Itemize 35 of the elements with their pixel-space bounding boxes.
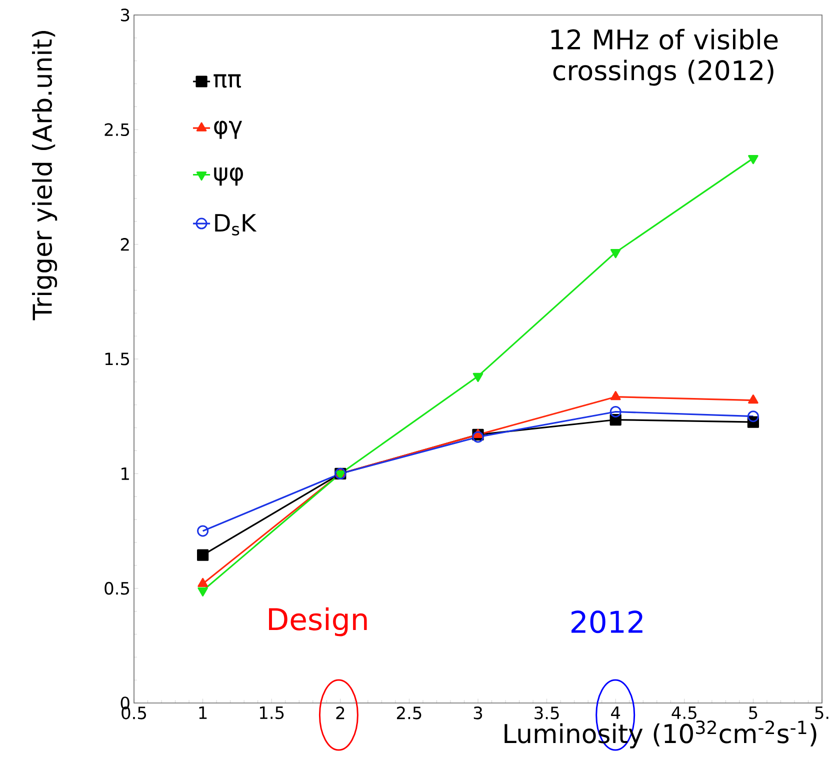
- x-tick-label: 3.5: [534, 706, 559, 720]
- legend-label: φγ: [214, 120, 242, 139]
- x-tick-label: 5: [749, 706, 758, 720]
- point: [197, 525, 209, 537]
- annotation: 12 MHz of visible crossings (2012): [551, 28, 778, 86]
- y-axis-title: Trigger yield (Arb.unit): [32, 31, 58, 320]
- x-tick-label: 3: [474, 706, 482, 720]
- x-tick-label: 2.5: [396, 706, 422, 720]
- x-tick-label: 4: [611, 706, 620, 719]
- x-tick-label: 4.5: [672, 706, 696, 720]
- point: [610, 249, 621, 258]
- y-tick-label: 0.5: [104, 582, 129, 595]
- point: [610, 391, 621, 400]
- legend-label: ψφ: [214, 167, 243, 186]
- x-tick-label: 1: [199, 706, 207, 719]
- legend-label: D$_{s}$K: [215, 214, 257, 236]
- y-tick-label: 2.5: [104, 123, 129, 136]
- y-tick-label: 3: [121, 8, 130, 22]
- x-tick-label: 2: [336, 706, 344, 720]
- annotation: 2012: [572, 610, 642, 634]
- x-tick-label: 1.5: [260, 706, 284, 720]
- point: [748, 155, 758, 164]
- point: [748, 394, 758, 404]
- y-tick-label: 1: [122, 467, 129, 480]
- legend-label: ππ: [214, 74, 241, 88]
- x-tick-label: 5.: [815, 706, 828, 720]
- point: [747, 410, 759, 422]
- point: [610, 406, 622, 418]
- y-tick-label: 2: [120, 238, 129, 251]
- point: [472, 431, 484, 443]
- point: [472, 372, 484, 382]
- point: [198, 578, 208, 588]
- y-tick-label: 1.5: [105, 352, 129, 366]
- annotation: Design: [269, 607, 367, 636]
- point: [197, 549, 209, 561]
